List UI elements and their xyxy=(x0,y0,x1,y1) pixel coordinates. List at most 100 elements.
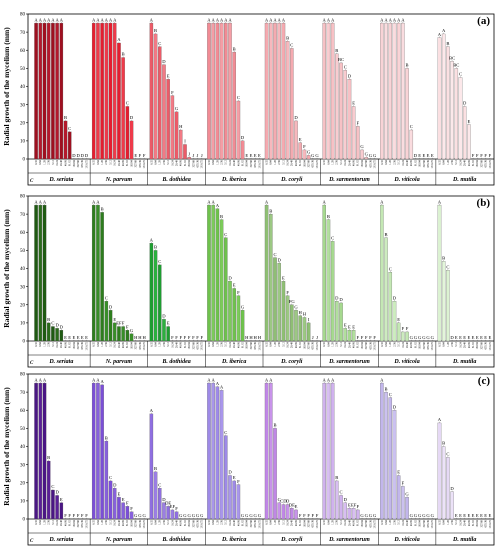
significance-letter: H xyxy=(254,335,258,340)
concentration-tick-label: 10.24 xyxy=(229,160,232,167)
significance-letter: I xyxy=(308,317,310,322)
significance-letter: H xyxy=(303,312,307,317)
significance-letter: C xyxy=(290,43,293,48)
significance-letter: H xyxy=(299,310,303,315)
bar-group: A 0.32 B 0.64 C 1.28 D 2.56 E 5.12 F 10.24 G 20.48 H 40… xyxy=(147,17,204,185)
concentration-tick-label: 655.36 xyxy=(485,160,488,168)
significance-letter: A xyxy=(265,377,269,382)
control-label: C xyxy=(30,539,34,544)
significance-letter: DE xyxy=(289,502,295,507)
bar xyxy=(42,382,47,520)
concentration-tick-label: 0.32 xyxy=(93,520,96,525)
concentration-tick-label: 327.68 xyxy=(480,160,483,168)
bar xyxy=(228,281,232,342)
significance-letter: A xyxy=(34,17,38,22)
y-tick-label: 60 xyxy=(20,49,26,54)
bar xyxy=(380,22,384,160)
concentration-tick-label: 40.96 xyxy=(122,520,125,527)
bar xyxy=(170,509,175,520)
significance-letter: A xyxy=(220,385,224,390)
y-tick-label: 40 xyxy=(20,85,26,90)
concentration-tick-label: 5.12 xyxy=(398,160,401,165)
significance-letter: F xyxy=(184,335,187,340)
concentration-tick-label: 5.12 xyxy=(167,342,170,347)
concentration-tick-label: 0.32 xyxy=(150,342,153,347)
concentration-tick-label: 5.12 xyxy=(340,520,343,525)
significance-letter: A xyxy=(216,17,220,22)
concentration-tick-label: 40.96 xyxy=(410,160,413,167)
significance-letter: E xyxy=(352,324,355,329)
concentration-tick-label: 81.92 xyxy=(69,520,72,527)
concentration-tick-label: 20.48 xyxy=(348,342,351,349)
concentration-tick-label: 5.12 xyxy=(340,160,343,165)
concentration-tick-label: 5.12 xyxy=(167,520,170,525)
significance-letter: B xyxy=(105,435,108,440)
y-tick-label: 80 xyxy=(20,195,26,200)
significance-letter: G xyxy=(175,106,179,111)
significance-letter: C xyxy=(237,95,240,100)
species-label: D. coryli xyxy=(280,537,303,543)
bar xyxy=(273,428,277,520)
concentration-tick-label: 20.48 xyxy=(464,342,467,349)
significance-letter: B xyxy=(122,52,125,57)
bar xyxy=(347,508,352,520)
concentration-tick-label: 10.24 xyxy=(344,160,347,167)
concentration-tick-label: 81.92 xyxy=(241,520,244,527)
concentration-tick-label: 5.12 xyxy=(455,520,458,525)
significance-letter: E xyxy=(254,153,257,158)
concentration-tick-label: 1.28 xyxy=(43,520,46,525)
concentration-tick-label: 1310.72 xyxy=(374,520,377,529)
concentration-tick-label: 2.56 xyxy=(220,520,223,525)
significance-letter: F xyxy=(126,324,129,329)
concentration-tick-label: 81.92 xyxy=(472,342,475,349)
concentration-tick-label: 20.48 xyxy=(348,160,351,167)
concentration-tick-label: 0.32 xyxy=(150,160,153,165)
bar xyxy=(388,272,393,342)
concentration-tick-label: 163.84 xyxy=(73,342,76,350)
significance-letter: EF xyxy=(116,321,122,326)
significance-letter: C xyxy=(224,430,227,435)
concentration-tick-label: 655.36 xyxy=(369,342,372,350)
significance-letter: B xyxy=(47,455,50,460)
bar xyxy=(351,508,356,520)
bar xyxy=(306,322,311,342)
significance-letter: A xyxy=(47,17,51,22)
significance-letter: C xyxy=(459,72,462,77)
concentration-tick-label: 81.92 xyxy=(472,160,475,167)
y-tick-label: 30 xyxy=(20,285,26,290)
significance-letter: B xyxy=(64,115,67,120)
significance-letter: C xyxy=(446,452,449,457)
significance-letter: G xyxy=(373,153,377,158)
concentration-tick-label: 2.56 xyxy=(220,342,223,347)
significance-letter: A xyxy=(92,17,96,22)
significance-letter: A xyxy=(60,17,64,22)
significance-letter: C xyxy=(158,41,161,46)
concentration-tick-label: 655.36 xyxy=(139,520,142,528)
significance-letter: FG xyxy=(289,299,296,304)
significance-letter: E xyxy=(455,513,458,518)
bar xyxy=(121,502,125,520)
concentration-tick-label: 655.36 xyxy=(139,342,142,350)
significance-letter: A xyxy=(212,199,216,204)
concentration-tick-label: 20.48 xyxy=(118,520,121,527)
bar xyxy=(121,57,125,160)
concentration-tick-label: 10.24 xyxy=(114,160,117,167)
significance-letter: E xyxy=(81,335,84,340)
significance-letter: F xyxy=(489,153,492,158)
concentration-tick-label: 20.48 xyxy=(464,160,467,167)
significance-letter: B xyxy=(233,46,236,51)
concentration-tick-label: 655.36 xyxy=(312,160,315,168)
concentration-tick-label: 1.28 xyxy=(274,342,277,347)
concentration-tick-label: 1.28 xyxy=(159,342,162,347)
bar xyxy=(219,219,224,342)
significance-letter: G xyxy=(418,513,422,518)
concentration-tick-label: 20.48 xyxy=(118,160,121,167)
concentration-tick-label: 163.84 xyxy=(476,520,479,528)
significance-letter: G xyxy=(369,153,373,158)
species-label: D. mutila xyxy=(452,537,476,543)
significance-letter: A xyxy=(92,199,96,204)
concentration-tick-label: 0.32 xyxy=(323,160,326,165)
bar xyxy=(277,262,281,342)
significance-letter: A xyxy=(397,17,401,22)
bar xyxy=(215,208,220,342)
